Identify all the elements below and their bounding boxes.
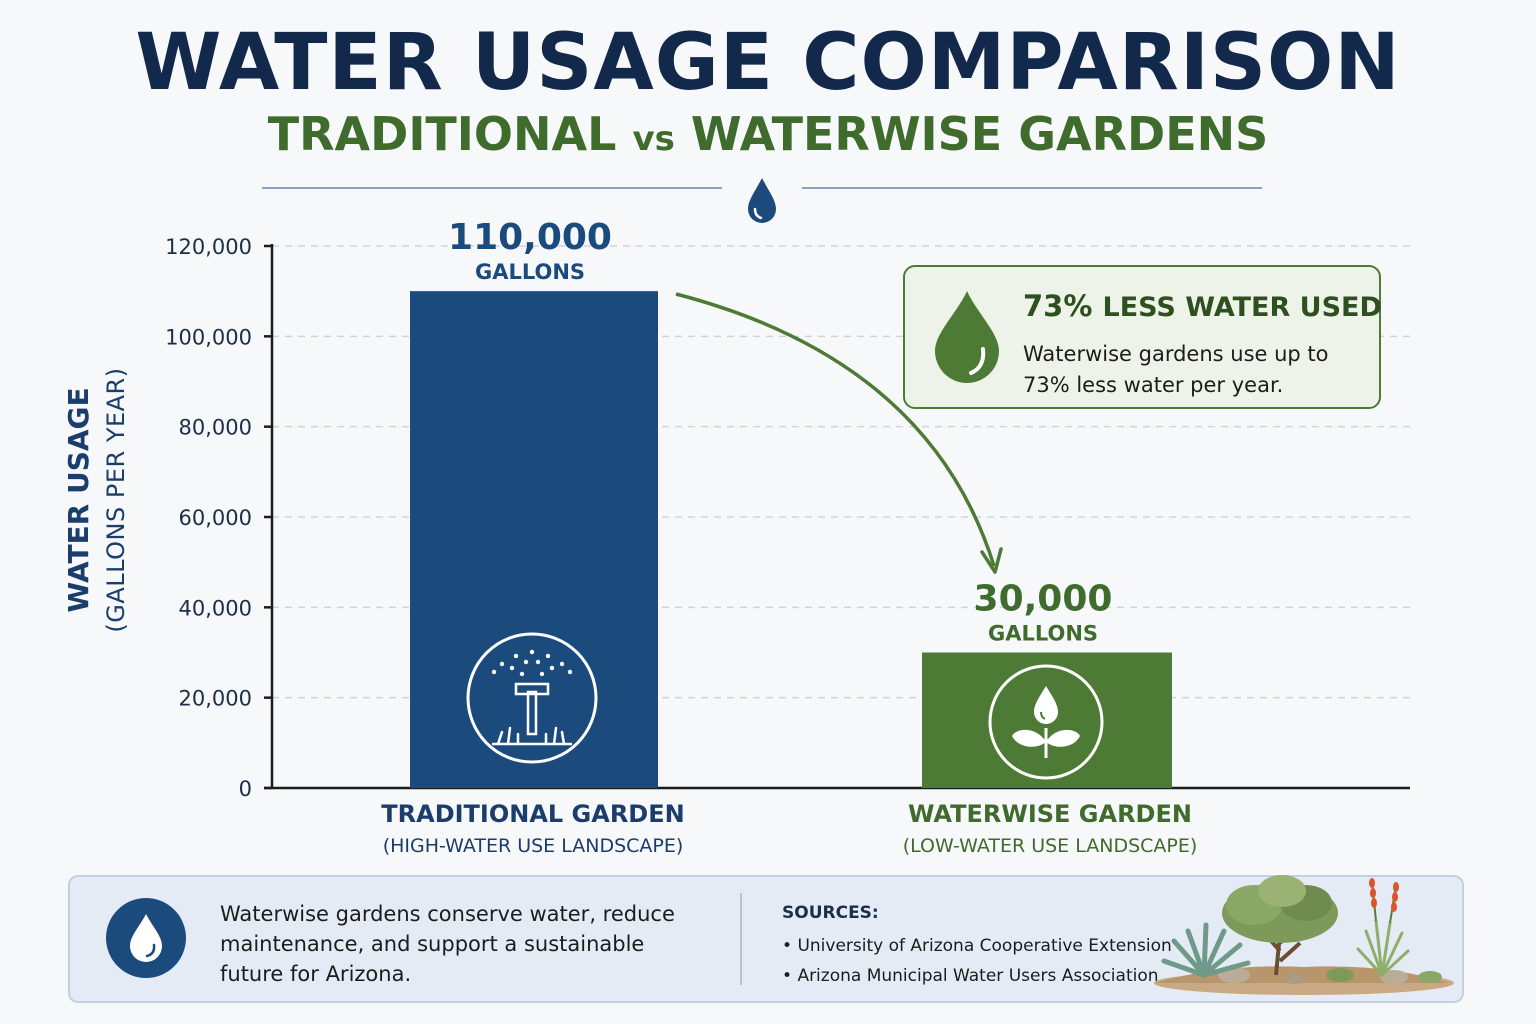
divider-water-drop-icon: [748, 178, 776, 223]
y-tick-label: 100,000: [165, 325, 252, 349]
footer-water-drop-badge: [106, 898, 186, 978]
y-tick-label: 20,000: [179, 687, 252, 711]
bar-traditional-garden: [410, 291, 658, 788]
title-divider-left: [262, 187, 722, 189]
category-sublabel-waterwise: (LOW-WATER USE LANDSCAPE): [903, 835, 1198, 857]
footer-separator: [740, 893, 742, 985]
value-label-waterwise: 30,000: [974, 579, 1113, 620]
y-tick-label: 60,000: [179, 506, 252, 530]
y-tick-labels: 0 20,000 40,000 60,000 80,000 100,000 120,000: [165, 235, 272, 801]
source-item: Arizona Municipal Water Users Associatio…: [782, 961, 1172, 991]
page-subtitle: TRADITIONAL vs WATERWISE GARDENS: [0, 104, 1536, 169]
callout-headline: 73% LESS WATER USED: [1023, 289, 1382, 323]
water-drop-icon: [935, 291, 999, 383]
y-tick-label: 0: [239, 777, 252, 801]
category-label-traditional: TRADITIONAL GARDEN: [381, 800, 684, 828]
y-tick-label: 120,000: [165, 235, 252, 259]
subtitle-vs: vs: [632, 119, 675, 159]
category-label-waterwise: WATERWISE GARDEN: [908, 800, 1192, 828]
reduction-arrow-head: [980, 547, 1003, 574]
water-drop-icon: [130, 914, 162, 962]
y-axis-subtitle: (GALLONS PER YEAR): [102, 367, 130, 632]
savings-callout: 73% LESS WATER USED Waterwise gardens us…: [903, 265, 1382, 409]
footer-message: Waterwise gardens conserve water, reduce…: [220, 902, 675, 986]
value-label-traditional: 110,000: [448, 217, 612, 258]
source-item: University of Arizona Cooperative Extens…: [782, 931, 1171, 961]
subtitle-left: TRADITIONAL: [267, 107, 617, 161]
subtitle-right: WATERWISE GARDENS: [690, 107, 1269, 161]
reduction-arrow: [675, 292, 996, 567]
y-axis-title: WATER USAGE: [62, 387, 95, 612]
y-tick-label: 80,000: [179, 416, 252, 440]
sprinkler-icon: [466, 632, 598, 764]
callout-headline-pct: 73%: [1023, 289, 1093, 323]
unit-label-traditional: GALLONS: [475, 260, 585, 284]
callout-body: Waterwise gardens use up to 73% less wat…: [1023, 342, 1329, 397]
title-divider-right: [802, 187, 1262, 189]
sources-list: University of Arizona Cooperative Extens…: [782, 931, 1172, 991]
sprout-water-drop-icon: [988, 664, 1104, 780]
callout-headline-rest: LESS WATER USED: [1102, 292, 1382, 323]
category-sublabel-traditional: (HIGH-WATER USE LANDSCAPE): [383, 835, 684, 857]
page-title: WATER USAGE COMPARISON: [135, 18, 1401, 108]
y-tick-label: 40,000: [179, 596, 252, 620]
sources-title: SOURCES:: [782, 903, 879, 923]
footer-panel: Waterwise gardens conserve water, reduce…: [68, 875, 1464, 1003]
unit-label-waterwise: GALLONS: [988, 622, 1098, 646]
desert-landscape-illustration: [1154, 875, 1454, 995]
